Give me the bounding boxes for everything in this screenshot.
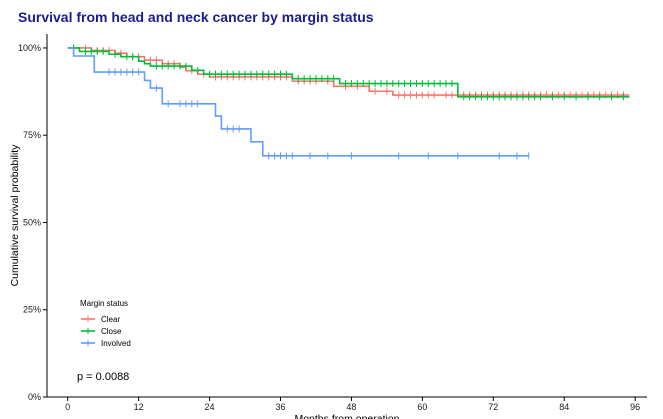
legend-label-clear: Clear <box>101 315 120 324</box>
chart-legend: Margin status Clear Close Involved <box>80 299 131 348</box>
chart-axes: 0 12 24 36 48 60 72 84 96 0% 25% 50% 75% 100% Months f… <box>9 34 647 419</box>
x-tick-label: 72 <box>488 402 498 412</box>
x-tick-label: 48 <box>346 402 356 412</box>
x-tick-label: 0 <box>65 402 70 412</box>
legend-label-close: Close <box>101 327 122 336</box>
p-value-annotation: p = 0.0088 <box>77 371 129 383</box>
y-axis-title: Cumulative survival probability <box>9 144 21 287</box>
x-tick-label: 96 <box>630 402 640 412</box>
survival-curve-involved <box>67 47 529 157</box>
x-tick-label: 84 <box>559 402 569 412</box>
x-tick-label: 24 <box>205 402 215 412</box>
survival-curve-close <box>67 47 630 98</box>
y-tick-label: 75% <box>23 130 41 140</box>
legend-title: Margin status <box>80 299 128 308</box>
x-tick-label: 36 <box>275 402 285 412</box>
y-tick-label: 25% <box>23 305 41 315</box>
x-tick-label: 60 <box>417 402 427 412</box>
chart-title: Survival from head and neck cancer by ma… <box>18 9 374 25</box>
y-tick-label: 50% <box>23 217 41 227</box>
y-tick-label: 0% <box>28 392 41 402</box>
legend-label-involved: Involved <box>101 339 131 348</box>
x-axis-title: Months from operation <box>294 413 399 419</box>
y-tick-label: 100% <box>18 43 41 53</box>
x-tick-label: 12 <box>134 402 144 412</box>
chart-annotations: p = 0.0088 <box>77 371 129 383</box>
chart-plot-area <box>67 44 630 160</box>
